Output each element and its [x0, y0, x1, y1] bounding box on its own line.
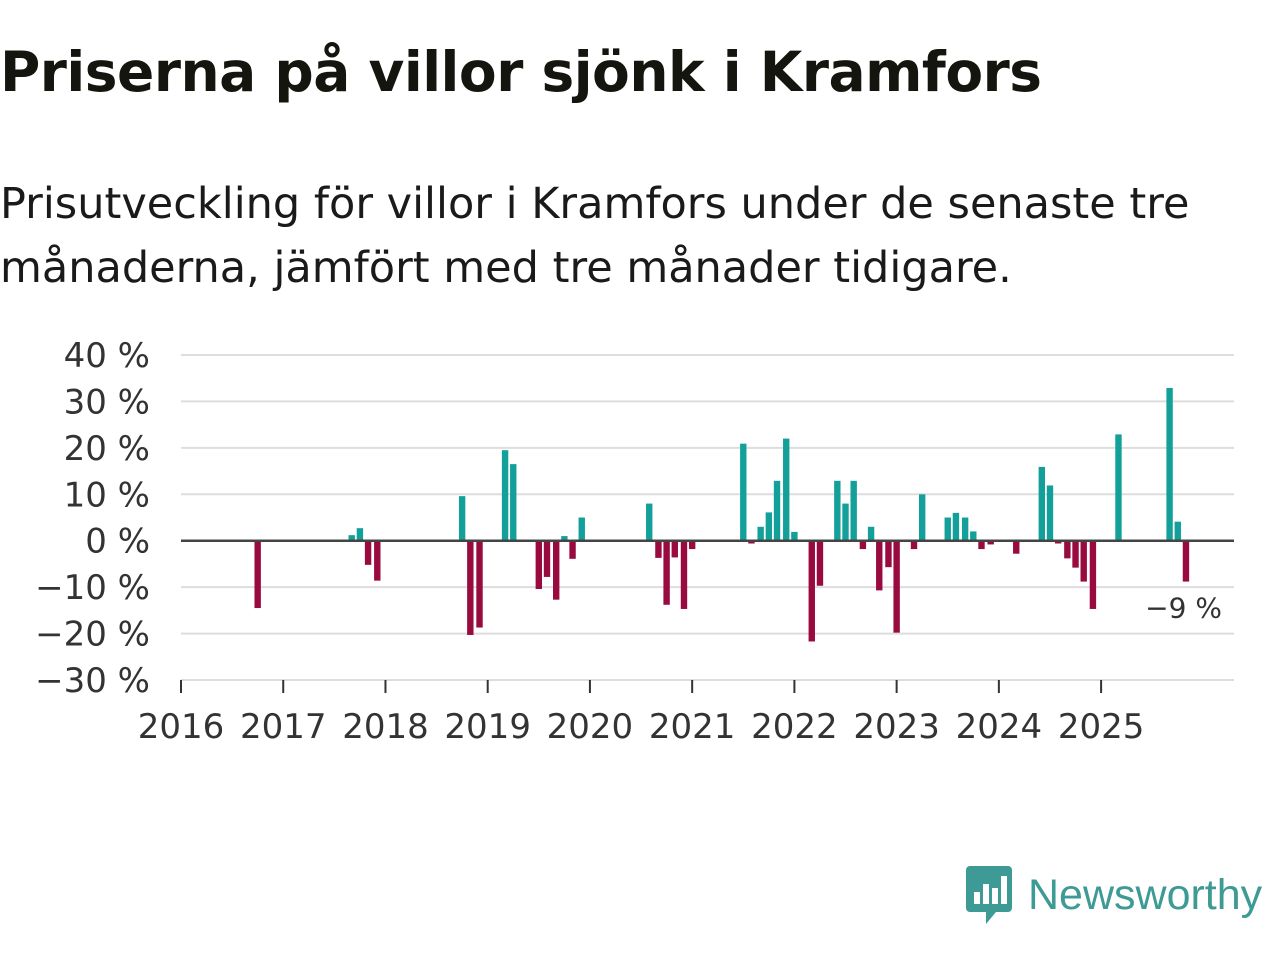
annotations: −9 %: [1145, 592, 1222, 625]
x-tick-label: 2019: [444, 707, 531, 747]
bar-positive: [961, 517, 969, 541]
x-tick-label: 2020: [547, 707, 634, 747]
bar-positive: [1166, 387, 1173, 541]
bar-negative: [987, 540, 994, 545]
bar-negative: [1013, 540, 1020, 554]
bar-negative: [876, 540, 883, 591]
newsworthy-logo: Newsworthy: [964, 864, 1262, 926]
gridlines: [181, 354, 1234, 681]
bar-negative: [569, 540, 576, 559]
bar-positive: [356, 528, 364, 541]
bar-positive: [773, 480, 781, 541]
bars: [254, 387, 1190, 642]
bar-negative: [1072, 540, 1079, 568]
y-tick-label: −10 %: [35, 568, 150, 608]
bar-positive: [834, 480, 841, 541]
chart-title: Priserna på villor sjönk i Kramfors: [0, 40, 1042, 104]
bar-negative: [663, 540, 670, 605]
bar-positive: [510, 464, 517, 541]
y-tick-label: 30 %: [64, 382, 150, 422]
x-tick-label: 2025: [1058, 707, 1145, 747]
bar-negative: [655, 540, 662, 558]
bar-positive: [842, 503, 849, 541]
bar-negative: [859, 540, 867, 550]
bar-negative: [1054, 540, 1062, 544]
bar-positive: [850, 480, 857, 541]
bar-negative: [680, 540, 688, 609]
bar-negative: [1064, 540, 1071, 559]
x-tick-label: 2018: [342, 707, 429, 747]
bar-positive: [561, 536, 568, 541]
y-tick-label: 0 %: [85, 522, 150, 562]
bar-positive: [757, 526, 764, 541]
bar-positive: [791, 531, 798, 541]
bar-negative: [910, 540, 918, 550]
bar-positive: [740, 443, 747, 541]
price-change-bar-chart: 40 %30 %20 %10 %0 %−10 %−20 %−30 % 2016 2…: [35, 336, 1234, 747]
bar-negative: [1080, 540, 1087, 582]
bar-positive: [646, 503, 653, 541]
x-tick-label: 2017: [240, 707, 327, 747]
bar-negative: [978, 540, 985, 550]
bar-negative: [885, 540, 892, 568]
bar-positive: [1115, 434, 1122, 541]
bar-negative: [808, 540, 815, 642]
y-axis-tick-labels: 40 % 30 % 20 % 10 % 0 % −10 % −20 % −30 %: [35, 336, 150, 701]
x-tick-label: 2023: [853, 707, 940, 747]
y-tick-label: −20 %: [35, 615, 150, 655]
bar-negative: [535, 540, 543, 589]
bar-positive: [1046, 485, 1054, 541]
bar-positive: [867, 526, 875, 541]
bar-negative: [671, 540, 678, 558]
bar-negative: [553, 540, 560, 600]
chart-subtitle: Prisutveckling för villor i Kramfors und…: [0, 179, 1190, 293]
bar-negative: [688, 540, 696, 550]
bar-positive: [348, 535, 355, 541]
bar-positive: [501, 450, 509, 541]
brand-name: Newsworthy: [1028, 870, 1263, 919]
y-tick-label: 10 %: [64, 475, 150, 515]
bar-positive: [578, 517, 585, 541]
y-tick-label: 20 %: [64, 429, 150, 469]
bar-negative: [748, 540, 755, 544]
bar-positive: [765, 512, 773, 541]
bar-negative: [1182, 540, 1190, 582]
bar-negative: [816, 540, 824, 586]
bar-negative: [476, 540, 483, 628]
bar-positive: [952, 512, 960, 541]
bar-positive: [1038, 466, 1045, 541]
bar-negative: [543, 540, 551, 577]
bar-positive: [458, 496, 466, 541]
bar-negative: [1089, 540, 1097, 609]
y-tick-label: 40 %: [64, 336, 150, 376]
bar-positive: [1174, 521, 1181, 541]
bar-positive: [970, 531, 977, 541]
x-axis: 2016 2017 2018 2019 2020 2021 2022 2023 2024 2025: [138, 679, 1234, 747]
last-value-label: −9 %: [1145, 592, 1222, 625]
bar-negative: [254, 540, 261, 609]
bar-positive: [944, 517, 951, 541]
newsworthy-bar-chart-icon: [966, 866, 1012, 924]
bar-negative: [893, 540, 900, 633]
bar-negative: [364, 540, 372, 565]
x-tick-label: 2024: [956, 707, 1043, 747]
bar-negative: [467, 540, 474, 635]
x-tick-label: 2022: [751, 707, 838, 747]
bar-negative: [374, 540, 381, 581]
y-tick-label: −30 %: [35, 661, 150, 701]
bar-positive: [783, 438, 790, 541]
x-tick-label: 2021: [649, 707, 736, 747]
bar-positive: [918, 494, 926, 541]
x-tick-label: 2016: [138, 707, 225, 747]
